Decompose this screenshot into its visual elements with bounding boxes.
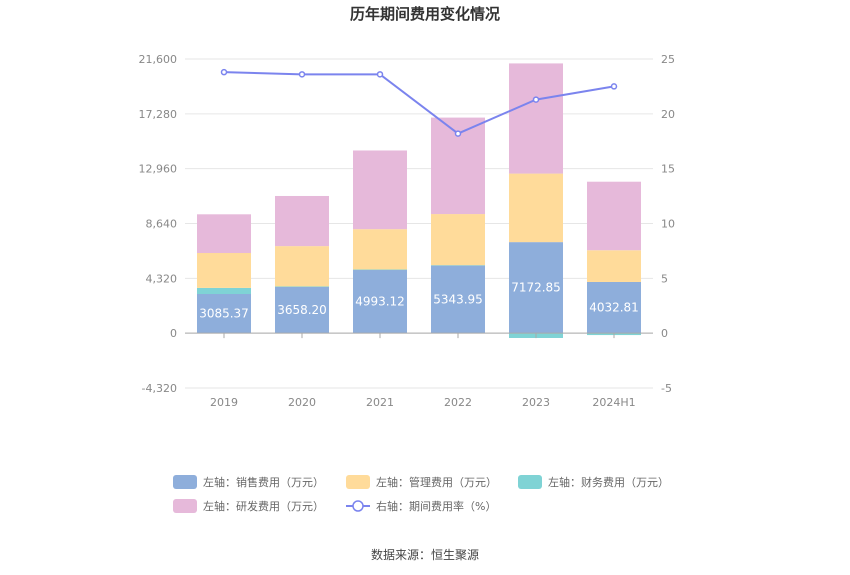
bar-segment <box>587 181 641 251</box>
bar-segment <box>509 173 563 243</box>
data-labels: 3085.37 3658.20 4993.12 5343.95 7172.85 4032.… <box>199 281 639 321</box>
legend-swatch <box>346 475 370 489</box>
x-axis: 2019 2020 2021 2022 2023 2024H1 <box>185 332 653 409</box>
bar-segment <box>353 150 407 230</box>
legend-swatch <box>518 475 542 489</box>
rate-point <box>532 96 540 103</box>
bar-segment <box>353 269 407 271</box>
bar-segment <box>275 246 329 287</box>
x-tick-label: 2024H1 <box>592 396 635 409</box>
bar-segment <box>431 265 485 334</box>
bar-segment <box>275 286 329 287</box>
source-note: 数据来源：恒生聚源 <box>371 547 479 562</box>
left-y-tick-label: 0 <box>170 327 177 340</box>
right-y-axis: -5 0 5 10 15 20 25 <box>661 53 675 395</box>
rate-point <box>454 130 462 137</box>
right-y-tick-label: 10 <box>661 218 675 231</box>
bar-segment <box>197 253 251 288</box>
bar-data-label: 7172.85 <box>511 281 561 295</box>
right-y-tick-label: 25 <box>661 53 675 66</box>
bar-segment <box>587 250 641 282</box>
rate-line <box>223 71 615 135</box>
left-y-tick-label: 21,600 <box>139 53 178 66</box>
left-y-tick-label: -4,320 <box>142 382 177 395</box>
right-y-tick-label: 5 <box>661 272 668 285</box>
legend-swatch <box>173 499 197 513</box>
left-y-axis: -4,320 0 4,320 8,640 12,960 17,280 21,600 <box>139 53 178 395</box>
right-y-tick-label: 20 <box>661 108 675 121</box>
legend-item[interactable]: 左轴：销售费用（万元） <box>173 475 324 489</box>
bar-segment <box>197 287 251 295</box>
legend-item[interactable]: 左轴：管理费用（万元） <box>346 475 497 489</box>
right-y-tick-label: 15 <box>661 163 675 176</box>
grid-lines <box>185 58 653 389</box>
left-y-tick-label: 8,640 <box>146 218 178 231</box>
bar-data-label: 5343.95 <box>433 292 483 306</box>
right-y-tick-label: -5 <box>661 382 672 395</box>
legend-label: 左轴：研发费用（万元） <box>203 499 324 513</box>
legend-circle-marker <box>352 500 364 512</box>
bar-data-label: 3658.20 <box>277 303 327 317</box>
rate-point <box>610 83 618 90</box>
bar-data-label: 3085.37 <box>199 307 249 321</box>
left-y-tick-label: 17,280 <box>139 108 178 121</box>
chart-title: 历年期间费用变化情况 <box>350 5 500 23</box>
left-y-tick-label: 4,320 <box>146 272 178 285</box>
bar-segment <box>275 195 329 247</box>
legend: 左轴：销售费用（万元） 左轴：管理费用（万元） 左轴：财务费用（万元） 左轴：研发费用… <box>173 475 669 513</box>
legend-label: 左轴：管理费用（万元） <box>376 475 497 489</box>
bar-data-label: 4993.12 <box>355 294 405 308</box>
legend-item[interactable]: 左轴：研发费用（万元） <box>173 499 324 513</box>
legend-swatch <box>173 475 197 489</box>
legend-item[interactable]: 右轴：期间费用率（%） <box>346 499 496 513</box>
x-tick-label: 2021 <box>366 396 394 409</box>
x-tick-label: 2022 <box>444 396 472 409</box>
legend-label: 左轴：财务费用（万元） <box>548 475 669 489</box>
legend-label: 右轴：期间费用率（%） <box>376 499 496 513</box>
bar-segment <box>197 294 251 334</box>
bar-segment <box>509 242 563 334</box>
bar-segment <box>353 229 407 270</box>
right-y-tick-label: 0 <box>661 327 668 340</box>
bar-segment <box>275 286 329 334</box>
rate-point <box>220 68 228 76</box>
rate-point <box>298 71 306 78</box>
bar-segment <box>509 63 563 174</box>
bar-segment <box>587 281 641 334</box>
x-tick-label: 2019 <box>210 396 238 409</box>
bar-data-label: 4032.81 <box>589 301 639 315</box>
line-series <box>220 68 618 137</box>
bar-segment <box>353 269 407 334</box>
bar-segment <box>431 265 485 266</box>
rate-point <box>376 71 384 78</box>
bar-segment <box>197 214 251 254</box>
left-y-tick-label: 12,960 <box>139 163 178 176</box>
x-tick-label: 2020 <box>288 396 316 409</box>
x-tick-label: 2023 <box>522 396 550 409</box>
legend-item[interactable]: 左轴：财务费用（万元） <box>518 475 669 489</box>
bar-series <box>197 63 641 338</box>
legend-label: 左轴：销售费用（万元） <box>203 475 324 489</box>
bar-segment <box>431 214 485 266</box>
